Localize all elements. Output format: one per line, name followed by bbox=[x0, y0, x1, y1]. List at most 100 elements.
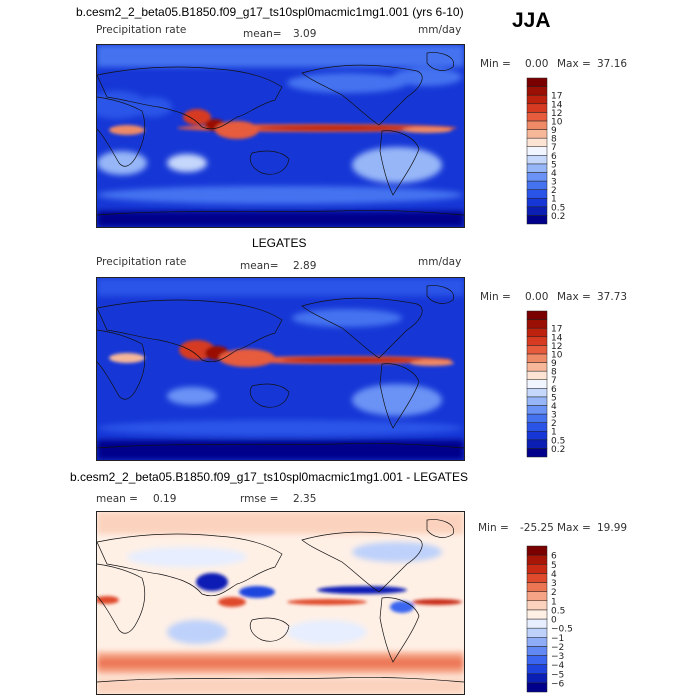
panel2-units: mm/day bbox=[418, 256, 462, 268]
panel1-atlantic-itcz bbox=[402, 127, 452, 133]
panel3-max-label: Max = bbox=[557, 522, 591, 534]
colorbar-tick-label: 1 bbox=[551, 597, 557, 607]
colorbar-tick-label: −4 bbox=[551, 661, 565, 671]
colorbar-box bbox=[526, 94, 548, 105]
colorbar-box bbox=[526, 137, 548, 147]
colorbar-tick-label: 6 bbox=[551, 552, 557, 562]
colorbar-box bbox=[526, 388, 548, 398]
panel1-s-indian-dry bbox=[167, 154, 207, 172]
panel3-coast-australia bbox=[249, 617, 290, 642]
colorbar-box bbox=[526, 582, 548, 592]
colorbar-box bbox=[526, 618, 548, 629]
panel3-north-polar-anomaly bbox=[97, 512, 464, 534]
panel2-mean-label: mean= bbox=[240, 260, 279, 272]
panel1-map bbox=[96, 44, 465, 228]
colorbar-box bbox=[526, 345, 548, 355]
colorbar-tick-label: 0 bbox=[551, 616, 557, 626]
colorbar-box bbox=[526, 554, 548, 565]
colorbar-tick-label: 0.5 bbox=[551, 436, 565, 446]
panel3-coast-eurasia bbox=[97, 533, 283, 597]
panel1-colorbar: 0.2 0.5 1 2 3 4 5 6 7 8 9 10 12 14 17 bbox=[526, 77, 565, 225]
colorbar-box bbox=[526, 189, 548, 199]
colorbar-tick-label: 3 bbox=[551, 411, 557, 421]
panel3-min-value: -25.25 bbox=[520, 522, 554, 534]
colorbar-tick-label: 4 bbox=[551, 570, 557, 580]
colorbar-box bbox=[526, 146, 548, 156]
colorbar-box bbox=[526, 172, 548, 182]
colorbar-box bbox=[526, 564, 548, 574]
panel3-west-pacific-dry bbox=[239, 586, 275, 598]
colorbar-box bbox=[526, 439, 548, 449]
panel2-antarctic-dry bbox=[97, 440, 464, 460]
panel1-mean-value: 3.09 bbox=[293, 28, 317, 40]
colorbar-tick-label: 10 bbox=[551, 117, 563, 127]
colorbar-box bbox=[526, 112, 548, 122]
colorbar-tick-label: 1 bbox=[551, 428, 557, 438]
panel3-atlantic-wet bbox=[412, 599, 462, 605]
panel3-min-label: Min = bbox=[478, 522, 509, 534]
colorbar-box bbox=[526, 600, 548, 611]
colorbar-tick-label: −5 bbox=[551, 670, 564, 680]
panel1-coast-greenland bbox=[426, 52, 454, 71]
panel3-coast-south-america bbox=[379, 597, 420, 663]
panel1-mean-label: mean= bbox=[243, 28, 282, 40]
colorbar-box bbox=[526, 573, 548, 583]
panel3-colorbar: −6 −5 −4 −3 −2 −1 −0.5 0 0.5 1 2 3 4 5 6 bbox=[526, 545, 573, 693]
panel3-mean-value: 0.19 bbox=[153, 493, 177, 505]
colorbar-tick-label: 14 bbox=[551, 333, 563, 343]
panel2-warm-pool bbox=[219, 349, 275, 367]
colorbar-tick-label: −2 bbox=[551, 643, 564, 653]
colorbar-tick-label: 1 bbox=[551, 195, 557, 205]
panel1-warm-pool bbox=[215, 121, 259, 139]
panel2-coast-antarctica bbox=[97, 443, 464, 449]
panel1-arabia-dry bbox=[132, 97, 172, 117]
colorbar-tick-label: 10 bbox=[551, 350, 563, 360]
panel1-sahara-dry bbox=[97, 91, 147, 119]
colorbar-box bbox=[526, 215, 548, 225]
panel3-rmse-label: rmse = bbox=[240, 493, 279, 505]
panel1-antarctic-dry bbox=[97, 211, 464, 227]
panel3-s-pacific-dry bbox=[287, 620, 367, 644]
colorbar-box bbox=[526, 77, 548, 87]
panel2-se-pacific-dry bbox=[352, 384, 442, 416]
colorbar-tick-label: 8 bbox=[551, 135, 557, 145]
colorbar-tick-label: 5 bbox=[551, 561, 557, 571]
panel1-field-label: Precipitation rate bbox=[96, 24, 187, 36]
colorbar-tick-label: −1 bbox=[551, 634, 564, 644]
panel3-max-value: 19.99 bbox=[597, 522, 628, 534]
panel1-monsoon-india bbox=[183, 109, 211, 125]
colorbar-box bbox=[526, 370, 548, 380]
colorbar-tick-label: 12 bbox=[551, 109, 562, 119]
colorbar-box bbox=[526, 682, 548, 693]
colorbar-tick-label: 2 bbox=[551, 186, 557, 196]
colorbar-tick-label: 0.2 bbox=[551, 445, 565, 455]
colorbar-tick-label: 7 bbox=[551, 143, 557, 153]
colorbar-box bbox=[526, 396, 548, 406]
colorbar-box bbox=[526, 319, 548, 329]
panel1-coast-south-america bbox=[379, 130, 420, 196]
colorbar-box bbox=[526, 664, 548, 675]
colorbar-tick-label: 14 bbox=[551, 100, 563, 110]
colorbar-box bbox=[526, 129, 548, 139]
colorbar-box bbox=[526, 120, 548, 130]
panel1-itcz-core bbox=[257, 125, 417, 131]
panel2-mean-value: 2.89 bbox=[293, 260, 317, 272]
colorbar-box bbox=[526, 448, 548, 458]
colorbar-box bbox=[526, 327, 548, 338]
colorbar-tick-label: 2 bbox=[551, 588, 557, 598]
colorbar-box bbox=[526, 609, 548, 620]
panel2-title: LEGATES bbox=[252, 236, 307, 250]
colorbar-tick-label: 4 bbox=[551, 169, 557, 179]
colorbar-box bbox=[526, 353, 548, 363]
colorbar-box bbox=[526, 413, 548, 423]
colorbar-tick-label: 5 bbox=[551, 160, 557, 170]
panel2-s-storm-track bbox=[97, 420, 463, 436]
colorbar-box bbox=[526, 197, 548, 208]
panel3-bay-bengal-dry bbox=[196, 573, 228, 591]
panel1-se-atlantic-dry bbox=[97, 151, 147, 175]
panel1-north-polar-dry bbox=[97, 45, 464, 67]
panel3-maritime-wet bbox=[218, 597, 246, 607]
colorbar-tick-label: 17 bbox=[551, 92, 562, 102]
colorbar-tick-label: 0.5 bbox=[551, 203, 565, 213]
panel3-title: b.cesm2_2_beta05.B1850.f09_g17_ts10spl0m… bbox=[70, 470, 469, 484]
